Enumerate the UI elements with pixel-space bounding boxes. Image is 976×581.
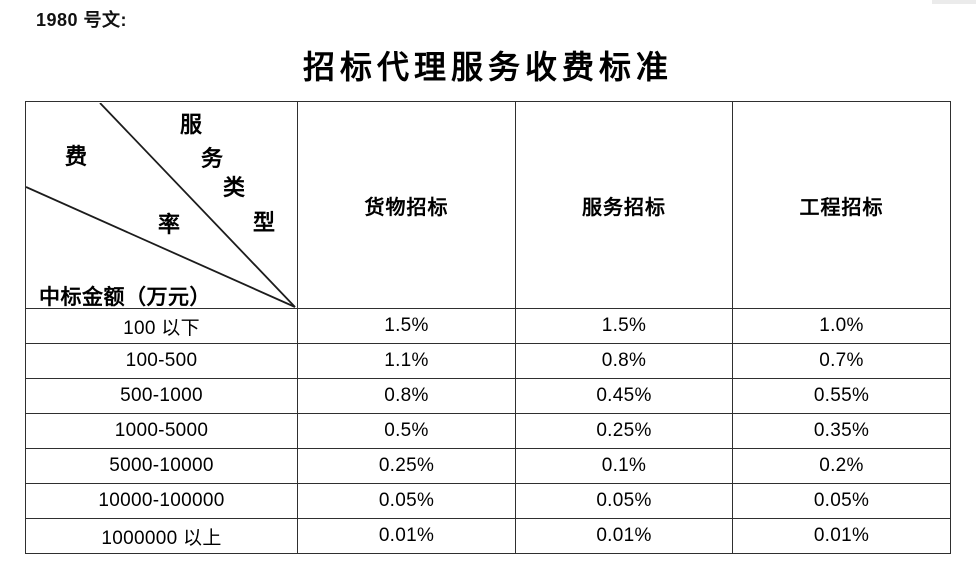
amount-range-cell: 100-500 xyxy=(25,343,298,379)
table-row: 100 以下 1.5% 1.5% 1.0% xyxy=(25,308,951,344)
fee-rate-cell: 0.01% xyxy=(297,518,516,554)
fee-rate-cell: 0.05% xyxy=(732,483,951,519)
table-header-row: 服 务 类 型 费 率 中标金额（万元） 货物招标 服务招标 工程招标 xyxy=(25,101,951,309)
fee-rate-cell: 0.5% xyxy=(297,413,516,449)
corner-label-service-char-4: 型 xyxy=(252,209,276,235)
fee-rate-cell: 0.8% xyxy=(297,378,516,414)
column-header-goods: 货物招标 xyxy=(297,101,516,309)
table-row: 5000-10000 0.25% 0.1% 0.2% xyxy=(25,448,951,484)
fee-rate-cell: 0.01% xyxy=(515,518,733,554)
table-row: 500-1000 0.8% 0.45% 0.55% xyxy=(25,378,951,414)
doc-reference-label: 1980 号文: xyxy=(36,10,128,30)
fee-standard-table: 服 务 类 型 费 率 中标金额（万元） 货物招标 服务招标 工程招标 100 … xyxy=(25,101,951,554)
fee-rate-cell: 0.25% xyxy=(515,413,733,449)
fee-rate-cell: 0.8% xyxy=(515,343,733,379)
column-header-works: 工程招标 xyxy=(732,101,951,309)
corner-label-rate-char-1: 费 xyxy=(64,143,88,169)
amount-range-cell: 1000-5000 xyxy=(25,413,298,449)
fee-rate-cell: 1.5% xyxy=(297,308,516,344)
corner-label-service-char-3: 类 xyxy=(222,174,246,200)
table-row: 100-500 1.1% 0.8% 0.7% xyxy=(25,343,951,379)
fee-rate-cell: 1.0% xyxy=(732,308,951,344)
amount-range-cell: 10000-100000 xyxy=(25,483,298,519)
fee-rate-cell: 0.7% xyxy=(732,343,951,379)
fee-rate-cell: 1.5% xyxy=(515,308,733,344)
fee-rate-cell: 0.05% xyxy=(515,483,733,519)
page-title: 招标代理服务收费标准 xyxy=(302,49,673,85)
fee-rate-cell: 1.1% xyxy=(297,343,516,379)
corner-label-service-char-2: 务 xyxy=(200,145,224,171)
column-header-services: 服务招标 xyxy=(515,101,733,309)
fee-rate-cell: 0.01% xyxy=(732,518,951,554)
fee-rate-cell: 0.05% xyxy=(297,483,516,519)
diagonal-corner-inner: 服 务 类 型 费 率 中标金额（万元） xyxy=(26,102,296,309)
amount-range-cell: 100 以下 xyxy=(25,308,298,344)
diagonal-corner-cell: 服 务 类 型 费 率 中标金额（万元） xyxy=(25,101,298,309)
amount-range-cell: 5000-10000 xyxy=(25,448,298,484)
fee-rate-cell: 0.45% xyxy=(515,378,733,414)
fee-rate-cell: 0.35% xyxy=(732,413,951,449)
window-edge-artifact xyxy=(932,0,976,4)
table-row: 1000000 以上 0.01% 0.01% 0.01% xyxy=(25,518,951,554)
fee-rate-cell: 0.55% xyxy=(732,378,951,414)
diagonal-split-lines xyxy=(26,102,296,308)
amount-range-cell: 500-1000 xyxy=(25,378,298,414)
amount-range-cell: 1000000 以上 xyxy=(25,518,298,554)
corner-label-service-char-1: 服 xyxy=(179,111,203,137)
table-row: 10000-100000 0.05% 0.05% 0.05% xyxy=(25,483,951,519)
corner-label-amount: 中标金额（万元） xyxy=(39,284,211,309)
fee-rate-cell: 0.1% xyxy=(515,448,733,484)
fee-rate-cell: 0.2% xyxy=(732,448,951,484)
table-row: 1000-5000 0.5% 0.25% 0.35% xyxy=(25,413,951,449)
corner-label-rate-char-2: 率 xyxy=(157,211,181,237)
fee-rate-cell: 0.25% xyxy=(297,448,516,484)
